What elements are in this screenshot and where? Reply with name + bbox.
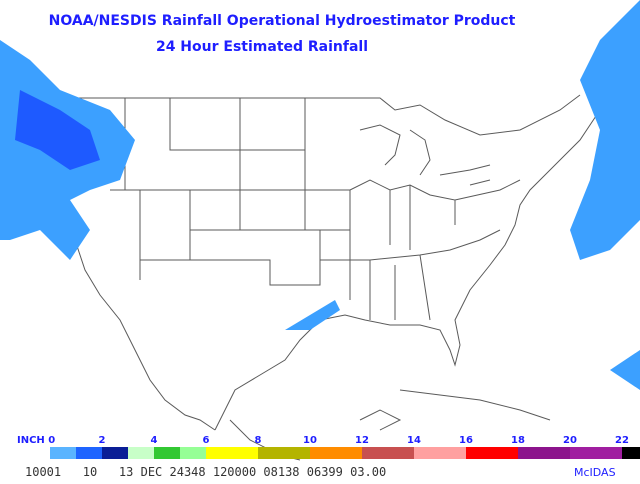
legend-swatch <box>154 447 180 459</box>
legend-tick: 2 <box>99 435 106 446</box>
legend-swatch <box>518 447 544 459</box>
legend-swatch <box>310 447 336 459</box>
legend-swatch <box>102 447 128 459</box>
legend-tick: 14 <box>407 435 421 446</box>
border <box>50 94 581 136</box>
legend-tick: 8 <box>255 435 262 446</box>
legend-tick: 16 <box>459 435 473 446</box>
legend-swatch <box>388 447 414 459</box>
legend-tick: 12 <box>355 435 369 446</box>
legend-swatch <box>180 447 206 459</box>
great-lakes <box>359 124 491 186</box>
legend-swatch <box>362 447 388 459</box>
legend-swatch <box>258 447 284 459</box>
subtitle: 24 Hour Estimated Rainfall <box>156 39 368 55</box>
coastline <box>214 109 601 431</box>
legend-tick: 18 <box>511 435 525 446</box>
legend-swatch <box>206 447 232 459</box>
legend-swatch <box>128 447 154 459</box>
rain-area <box>285 300 340 330</box>
legend-tick: 20 <box>563 435 577 446</box>
legend-swatch <box>414 447 440 459</box>
legend-swatch <box>596 447 622 459</box>
legend-swatch <box>466 447 492 459</box>
legend-tick: 6 <box>203 435 210 446</box>
footer-info: 10001 10 13 DEC 24348 120000 08138 06399… <box>25 465 386 479</box>
rain-area <box>610 350 640 390</box>
legend-swatch <box>544 447 570 459</box>
legend-swatch <box>440 447 466 459</box>
legend-unit: INCH 0 <box>17 435 55 446</box>
legend-swatch <box>622 447 640 459</box>
rainfall <box>0 0 640 390</box>
legend-swatch <box>570 447 596 459</box>
legend-tick: 22 <box>615 435 629 446</box>
title: NOAA/NESDIS Rainfall Operational Hydroes… <box>49 13 516 29</box>
legend-tick: 4 <box>151 435 158 446</box>
legend-swatch <box>232 447 258 459</box>
legend-swatch <box>284 447 310 459</box>
legend-swatch <box>492 447 518 459</box>
rain-area <box>15 90 100 170</box>
footer-brand: McIDAS <box>574 466 616 479</box>
legend-swatch <box>76 447 102 459</box>
rain-area <box>570 0 640 260</box>
legend-swatch <box>50 447 76 459</box>
legend-swatch <box>336 447 362 459</box>
legend: INCH 0 2 4 6 8 10 12 14 16 18 20 22 <box>17 435 640 459</box>
legend-tick: 10 <box>303 435 317 446</box>
